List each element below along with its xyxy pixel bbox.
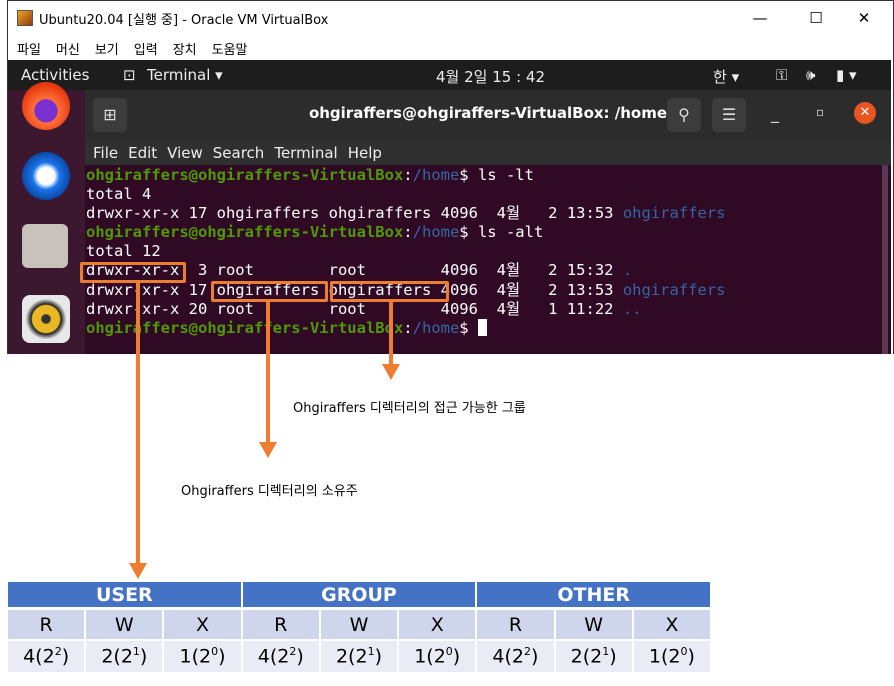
input-method[interactable]: 한 ▾ (713, 68, 740, 86)
close-button[interactable]: ✕ (857, 9, 871, 27)
owner-arrow (266, 302, 270, 444)
network-icon[interactable]: ⚿ (776, 66, 788, 84)
owner-arrowhead (259, 442, 277, 458)
window-title: Ubuntu20.04 [실행 중] - Oracle VM VirtualBo… (39, 12, 329, 28)
thunderbird-icon[interactable] (22, 152, 70, 200)
output-line: total 12 (86, 242, 161, 261)
rhythmbox-icon[interactable] (22, 295, 70, 343)
perm-r: R (242, 610, 321, 641)
perm-w: W (320, 610, 400, 641)
group-arrow (389, 302, 393, 366)
app-menu[interactable]: Terminal ▾ (147, 66, 223, 84)
terminal-output[interactable]: ohgiraffers@ohgiraffers-VirtualBox:/home… (85, 165, 891, 354)
menu-help[interactable]: 도움말 (211, 42, 248, 58)
value-r: 4(22) (242, 641, 321, 672)
terminal-close-button[interactable]: ✕ (854, 102, 876, 124)
maximize-button[interactable]: ☐ (809, 9, 823, 27)
value-x: 1(20) (633, 641, 712, 672)
ubuntu-top-bar: Activities ⊡ Terminal ▾ 4월 2일 15 : 42 한 … (8, 60, 891, 90)
new-tab-button[interactable]: ⊞ (93, 98, 127, 132)
perm-x: X (399, 610, 478, 641)
output-line: drwxr-xr-x 17 ohgiraffers ohgiraffers 40… (86, 204, 726, 223)
terminal-title: ohgiraffers@ohgiraffers-VirtualBox: /hom… (308, 104, 668, 122)
output-line: drwxr-xr-x 3 root root 4096 4월 2 15:32 . (86, 261, 633, 280)
group-arrowhead (382, 364, 400, 380)
terminal-menu-view[interactable]: View (167, 143, 203, 162)
menu-machine[interactable]: 머신 (55, 42, 80, 58)
files-icon[interactable] (22, 224, 68, 268)
window-menubar: 파일 머신 보기 입력 장치 도움말 (8, 36, 254, 60)
prompt-line: ohgiraffers@ohgiraffers-VirtualBox:/home… (86, 223, 544, 242)
output-line: drwxr-xr-x 20 root root 4096 4월 1 11:22 … (86, 299, 642, 318)
terminal-minimize-button[interactable]: _ (771, 104, 779, 123)
header-other: OTHER (477, 582, 712, 610)
perm-r: R (8, 610, 87, 641)
terminal-menu-terminal[interactable]: Terminal (274, 143, 338, 162)
perm-w: W (86, 610, 165, 641)
terminal-menu-help[interactable]: Help (347, 143, 382, 162)
permission-arrow (136, 283, 140, 565)
value-x: 1(20) (164, 641, 243, 672)
terminal-maximize-button[interactable]: ▫ (816, 105, 825, 119)
menu-file[interactable]: 파일 (17, 42, 41, 58)
virtualbox-app-icon (17, 10, 33, 26)
output-line: drwxr-xr-x 17 ohgiraffers ohgiraffers 40… (86, 280, 726, 299)
firefox-icon[interactable] (22, 82, 70, 130)
value-x: 1(20) (399, 641, 478, 672)
volume-icon[interactable]: 🕪 (806, 66, 816, 84)
minimize-button[interactable]: — (752, 9, 768, 27)
header-group: GROUP (242, 582, 478, 610)
prompt-line: ohgiraffers@ohgiraffers-VirtualBox:/home… (86, 318, 891, 338)
value-w: 2(21) (86, 641, 165, 672)
window-titlebar: Ubuntu20.04 [실행 중] - Oracle VM VirtualBo… (8, 1, 892, 35)
terminal-menu-edit[interactable]: Edit (128, 143, 158, 162)
menu-input[interactable]: 입력 (133, 42, 158, 58)
perm-r: R (477, 610, 556, 641)
terminal-headerbar: ⊞ ohgiraffers@ohgiraffers-VirtualBox: /h… (85, 90, 891, 140)
menu-devices[interactable]: 장치 (172, 42, 197, 58)
group-highlight-box (330, 281, 449, 302)
group-label: Ohgiraffers 디렉터리의 접근 가능한 그룹 (293, 401, 526, 416)
permission-highlight-box (80, 262, 186, 283)
value-r: 4(22) (8, 641, 87, 672)
perm-x: X (633, 610, 712, 641)
header-user: USER (8, 582, 243, 610)
perm-w: W (555, 610, 634, 641)
perm-x: X (164, 610, 243, 641)
terminal-menu-file[interactable]: File (93, 143, 119, 162)
search-button[interactable]: ⚲ (667, 98, 701, 132)
owner-label: Ohgiraffers 디렉터리의 소유주 (181, 484, 358, 499)
cursor (477, 318, 487, 336)
prompt-line: ohgiraffers@ohgiraffers-VirtualBox:/home… (86, 166, 534, 184)
activities-button[interactable]: Activities (21, 66, 90, 84)
value-r: 4(22) (477, 641, 556, 672)
value-w: 2(21) (555, 641, 634, 672)
dock (8, 82, 85, 354)
output-line: total 4 (86, 185, 152, 204)
terminal-menu-search[interactable]: Search (212, 143, 265, 162)
terminal-app-icon: ⊡ (123, 66, 136, 84)
terminal-menubar: File Edit View Search Terminal Help (85, 140, 891, 165)
hamburger-menu-button[interactable]: ☰ (712, 98, 746, 132)
battery-icon[interactable]: ▮ ▾ (836, 66, 857, 84)
clock[interactable]: 4월 2일 15 : 42 (436, 68, 545, 86)
owner-highlight-box (211, 281, 328, 302)
value-w: 2(21) (320, 641, 400, 672)
permission-arrowhead (129, 563, 147, 579)
menu-view[interactable]: 보기 (94, 42, 119, 58)
terminal-scrollbar[interactable] (882, 165, 888, 354)
